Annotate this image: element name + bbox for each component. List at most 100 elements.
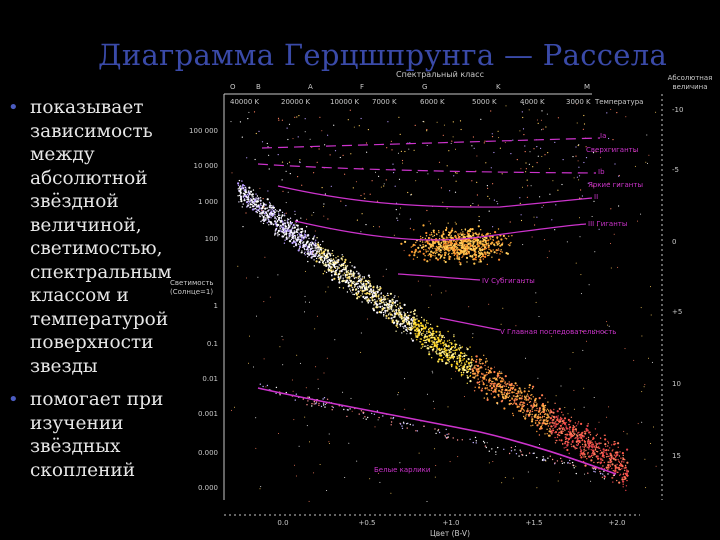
star-point	[596, 455, 599, 458]
star-point	[369, 280, 371, 282]
star-point	[323, 215, 325, 217]
star-point	[448, 257, 451, 261]
star-point	[546, 257, 548, 259]
star-point	[618, 455, 621, 457]
star-point	[312, 254, 314, 256]
star-point	[426, 332, 428, 334]
star-point	[316, 237, 318, 239]
star-point	[592, 152, 595, 154]
star-point	[547, 425, 550, 427]
star-point	[397, 392, 399, 393]
star-point	[618, 460, 620, 462]
star-point	[371, 299, 374, 302]
star-point	[536, 409, 538, 412]
star-point	[449, 190, 451, 192]
star-point	[566, 443, 569, 446]
star-point	[616, 463, 618, 466]
star-point	[408, 323, 411, 326]
star-point	[363, 411, 365, 414]
star-point	[431, 346, 433, 348]
star-point	[452, 437, 454, 439]
star-point	[485, 362, 487, 364]
star-point	[583, 114, 585, 117]
star-point	[548, 250, 550, 252]
star-point	[594, 428, 597, 430]
star-point	[403, 422, 405, 425]
star-point	[442, 240, 445, 243]
star-point	[545, 126, 547, 128]
star-point	[515, 446, 516, 447]
star-point	[541, 206, 543, 208]
star-point	[356, 270, 358, 273]
star-point	[422, 252, 425, 255]
star-point	[265, 217, 267, 219]
star-point	[373, 290, 375, 293]
star-point	[350, 273, 352, 276]
star-point	[337, 278, 340, 280]
star-point	[424, 341, 426, 344]
star-point	[590, 480, 592, 482]
star-point	[513, 385, 515, 387]
star-point	[453, 231, 455, 233]
star-point	[618, 205, 620, 207]
star-point	[620, 463, 623, 466]
star-point	[301, 184, 303, 186]
star-point	[420, 338, 423, 340]
star-point	[559, 472, 561, 474]
star-point	[267, 146, 269, 148]
star-point	[497, 382, 500, 385]
star-point	[465, 256, 469, 259]
star-point	[356, 283, 358, 286]
star-point	[313, 472, 315, 474]
star-point	[509, 384, 513, 387]
star-point	[420, 316, 423, 319]
star-point	[473, 390, 476, 392]
star-point	[261, 213, 263, 215]
star-point	[465, 244, 468, 246]
star-point	[539, 413, 542, 415]
star-point	[554, 442, 557, 444]
star-point	[409, 322, 411, 325]
star-point	[587, 436, 590, 439]
star-point	[539, 196, 541, 198]
star-point	[521, 111, 523, 113]
star-point	[367, 129, 369, 131]
star-point	[509, 243, 511, 245]
star-point	[406, 322, 409, 325]
star-point	[568, 452, 570, 455]
star-point	[604, 438, 607, 441]
star-point	[281, 161, 284, 163]
star-point	[352, 290, 353, 292]
star-point	[459, 346, 462, 349]
star-point	[611, 450, 613, 452]
star-point	[352, 273, 355, 276]
star-point	[472, 359, 475, 362]
star-point	[599, 472, 602, 475]
star-point	[463, 352, 466, 354]
star-point	[508, 452, 511, 455]
star-point	[314, 247, 316, 249]
star-point	[405, 328, 408, 331]
star-point	[559, 424, 563, 427]
star-point	[572, 352, 574, 353]
star-point	[501, 173, 503, 175]
star-point	[269, 296, 271, 298]
star-point	[586, 446, 588, 448]
star-point	[300, 252, 302, 254]
star-point	[394, 304, 397, 307]
star-point	[404, 150, 406, 153]
star-point	[456, 244, 459, 246]
star-point	[487, 187, 489, 189]
star-point	[445, 351, 447, 354]
star-point	[438, 431, 441, 434]
star-point	[561, 420, 564, 423]
star-point	[560, 416, 562, 419]
star-point	[583, 406, 585, 408]
star-point	[309, 242, 312, 244]
star-point	[326, 260, 329, 263]
star-point	[356, 281, 359, 283]
star-point	[511, 388, 514, 390]
star-point	[311, 242, 314, 245]
star-point	[309, 441, 310, 443]
star-point	[542, 410, 546, 413]
